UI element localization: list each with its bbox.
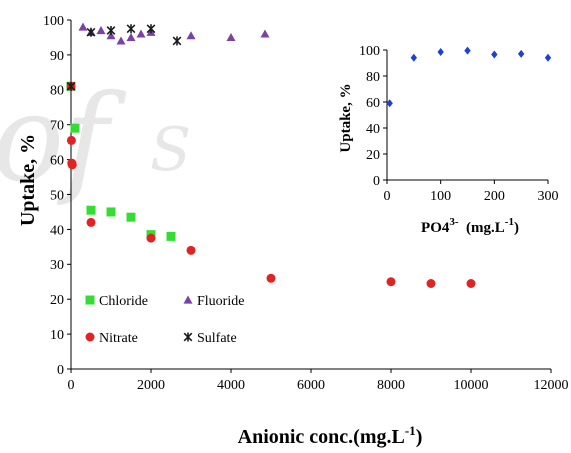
inset-x-axis-title-mid: (mg.L (459, 220, 505, 236)
inset-x-tick-label: 300 (538, 189, 559, 204)
main-y-tick-label: 30 (50, 258, 64, 273)
inset-y-tick-label: 60 (366, 96, 380, 111)
main-x-tick-label: 4000 (217, 378, 245, 393)
main-point-sulfate (126, 24, 136, 34)
inset-point-series0 (517, 49, 525, 58)
inset-plot: 0 100 200 300 0 20 40 60 80 100 (359, 44, 559, 204)
main-x-tick-label: 6000 (297, 378, 325, 393)
legend-marker-chloride (85, 295, 95, 305)
main-point-chloride (86, 205, 96, 215)
main-point-chloride (106, 207, 116, 217)
inset-axes: 0 100 200 300 0 20 40 60 80 100 (359, 44, 559, 204)
main-point-chloride (166, 231, 176, 241)
main-point-nitrate (426, 278, 436, 288)
inset-y-tick-label: 100 (359, 44, 380, 59)
inset-y-axis-title: Uptake, % (338, 83, 354, 152)
main-x-tick-label: 0 (68, 378, 75, 393)
main-x-tick-label: 8000 (377, 378, 405, 393)
main-x-tick-label: 10000 (454, 378, 489, 393)
main-point-sulfate (86, 27, 96, 37)
main-point-fluoride (260, 29, 270, 38)
main-x-axis-title-end: ) (416, 426, 423, 448)
main-y-tick-label: 80 (50, 84, 64, 99)
main-point-fluoride (126, 32, 136, 42)
inset-point-series0 (410, 53, 418, 62)
main-point-nitrate (466, 278, 476, 288)
main-point-sulfate (66, 81, 76, 91)
legend-marker-sulfate (183, 332, 193, 342)
main-axes: 0 2000 4000 6000 8000 10000 120000102030405060… (43, 14, 569, 393)
main-y-tick-label: 20 (50, 293, 64, 308)
inset-y-tick-label: 80 (366, 70, 380, 85)
main-point-nitrate (66, 135, 76, 145)
inset-x-axis-title: PO43- (mg.L-1) (421, 216, 519, 236)
legend-marker-fluoride (183, 295, 193, 304)
main-y-tick-label: 0 (57, 363, 64, 378)
watermark-logo: of S (0, 70, 191, 209)
main-point-nitrate (67, 160, 77, 170)
main-y-tick-label: 50 (50, 188, 64, 203)
inset-x-axis-title-sup1: 3- (449, 216, 459, 228)
main-point-nitrate (266, 273, 276, 283)
main-point-fluoride (186, 31, 196, 40)
inset-x-tick-label: 200 (484, 189, 505, 204)
main-point-fluoride (226, 32, 236, 42)
main-y-axis-title: Uptake, % (17, 134, 39, 226)
main-x-axis-title: Anionic conc.(mg.L-1) (238, 423, 423, 448)
inset-point-series0 (544, 53, 552, 62)
legend-marker-nitrate (85, 332, 95, 342)
main-series-sulfate (66, 24, 182, 91)
main-point-nitrate (146, 233, 156, 243)
main-point-nitrate (386, 277, 396, 287)
main-point-nitrate (86, 217, 96, 227)
svg-text:S: S (150, 115, 191, 185)
inset-series-0 (386, 46, 552, 108)
main-plot: 0 2000 4000 6000 8000 10000 120000102030405060… (43, 14, 569, 393)
main-x-axis-title-text: Anionic conc.(mg.L (238, 426, 405, 448)
main-point-fluoride (116, 36, 126, 45)
main-point-sulfate (146, 24, 156, 34)
inset-x-tick-label: 100 (430, 189, 451, 204)
main-point-sulfate (172, 36, 182, 46)
main-point-sulfate (106, 25, 116, 35)
inset-point-series0 (386, 99, 393, 108)
main-point-nitrate (186, 245, 196, 255)
inset-x-axis-title-sup2: -1 (505, 216, 514, 228)
main-point-fluoride (106, 31, 116, 40)
svg-text:of: of (0, 70, 127, 209)
main-y-tick-label: 90 (50, 49, 64, 64)
main-x-axis-title-sup: -1 (405, 423, 416, 438)
main-x-tick-label: 12000 (534, 378, 569, 393)
main-point-fluoride (136, 29, 146, 38)
legend-label-chloride: Chloride (99, 294, 148, 309)
inset-y-tick-label: 40 (366, 122, 380, 137)
main-y-tick-label: 40 (50, 223, 64, 238)
main-point-chloride (126, 212, 136, 222)
legend-label-sulfate: Sulfate (197, 331, 237, 346)
main-y-tick-label: 60 (50, 154, 64, 169)
inset-x-axis-title-end: ) (514, 220, 519, 236)
main-point-chloride (70, 123, 80, 133)
main-point-fluoride (78, 22, 88, 31)
main-y-tick-label: 70 (50, 119, 64, 134)
inset-x-tick-label: 0 (384, 189, 391, 204)
main-marks (66, 22, 476, 288)
main-point-fluoride (96, 25, 106, 35)
main-x-tick-label: 2000 (137, 378, 165, 393)
inset-marks (386, 46, 552, 108)
inset-point-series0 (491, 50, 498, 59)
inset-y-tick-label: 0 (373, 174, 380, 189)
main-series-nitrate (66, 81, 476, 288)
legend-label-fluoride: Fluoride (197, 294, 244, 309)
inset-point-series0 (464, 46, 471, 55)
main-y-tick-label: 10 (50, 328, 64, 343)
legend-label-nitrate: Nitrate (99, 331, 138, 346)
inset-x-axis-title-text: PO4 (421, 220, 450, 236)
inset-point-series0 (437, 47, 444, 56)
legend: Chloride Fluoride Nitrate Sulfate (85, 294, 244, 346)
inset-y-tick-label: 20 (366, 148, 380, 163)
main-y-tick-label: 100 (43, 14, 64, 29)
